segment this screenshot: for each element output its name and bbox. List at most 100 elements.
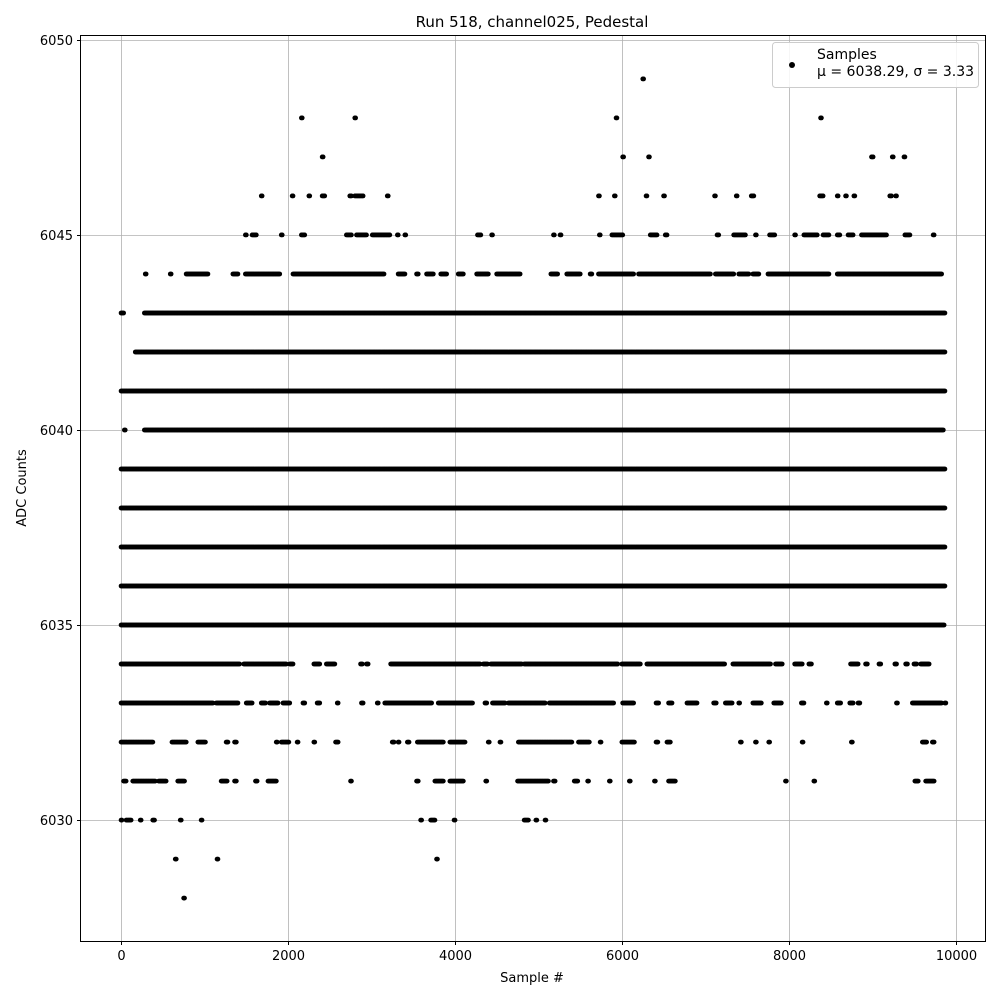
data-point xyxy=(569,739,575,745)
data-point xyxy=(215,856,221,862)
data-point xyxy=(360,700,366,706)
data-point xyxy=(429,700,434,706)
data-point xyxy=(669,700,675,706)
data-point xyxy=(484,778,490,784)
data-point xyxy=(672,778,678,784)
data-point xyxy=(895,700,900,706)
data-point xyxy=(575,778,581,784)
data-point xyxy=(655,739,661,745)
data-point xyxy=(552,778,558,784)
data-point xyxy=(460,778,466,784)
data-point xyxy=(486,739,492,745)
data-point xyxy=(295,739,301,745)
data-point xyxy=(768,661,773,667)
data-point xyxy=(203,739,208,745)
data-point xyxy=(812,778,818,784)
data-point xyxy=(850,700,856,706)
data-point xyxy=(586,739,592,745)
data-point xyxy=(123,778,129,784)
data-point xyxy=(332,661,338,667)
data-point xyxy=(546,778,551,784)
data-point xyxy=(349,778,354,784)
data-point xyxy=(484,700,490,706)
data-point xyxy=(249,700,255,706)
data-point xyxy=(943,700,949,706)
data-point xyxy=(290,661,296,667)
data-point xyxy=(849,739,855,745)
data-point xyxy=(173,856,179,862)
data-point xyxy=(317,661,323,667)
data-point xyxy=(150,739,156,745)
data-point xyxy=(586,778,591,784)
data-point xyxy=(779,661,785,667)
chart-title: Run 518, channel025, Pedestal xyxy=(416,13,649,31)
data-point xyxy=(235,700,241,706)
data-point xyxy=(611,700,616,706)
data-point xyxy=(470,700,475,706)
data-point xyxy=(498,739,504,745)
data-point xyxy=(286,739,292,745)
data-point xyxy=(931,739,937,745)
data-point xyxy=(598,739,604,745)
data-point xyxy=(801,700,807,706)
data-point xyxy=(317,700,323,706)
data-point xyxy=(225,739,231,745)
data-point xyxy=(615,661,621,667)
data-point xyxy=(359,661,365,667)
data-point xyxy=(729,700,735,706)
data-point xyxy=(722,661,727,667)
data-point xyxy=(224,778,230,784)
data-point xyxy=(857,700,863,706)
data-point xyxy=(335,700,341,706)
data-point xyxy=(432,817,438,823)
data-point xyxy=(462,739,468,745)
data-point xyxy=(878,661,884,667)
data-point xyxy=(375,700,381,706)
data-point xyxy=(627,778,633,784)
data-point xyxy=(942,544,948,550)
data-point xyxy=(926,661,932,667)
data-point xyxy=(778,700,784,706)
data-point xyxy=(406,739,412,745)
data-point xyxy=(809,661,814,667)
data-point xyxy=(737,700,742,706)
data-point xyxy=(440,778,446,784)
data-point xyxy=(632,739,637,745)
scatter-points xyxy=(118,76,949,901)
data-point xyxy=(694,700,700,706)
data-point xyxy=(138,817,144,823)
data-point xyxy=(178,817,184,823)
data-point xyxy=(312,739,318,745)
data-point xyxy=(263,700,268,706)
data-point xyxy=(543,817,549,823)
data-point xyxy=(128,817,134,823)
data-point xyxy=(435,856,440,862)
data-point xyxy=(152,817,157,823)
data-point xyxy=(783,778,789,784)
data-point xyxy=(713,700,719,706)
data-point xyxy=(631,700,636,706)
data-point xyxy=(335,739,341,745)
data-point xyxy=(905,661,910,667)
data-point xyxy=(534,817,540,823)
data-point xyxy=(182,895,187,901)
data-point xyxy=(931,778,937,784)
data-point xyxy=(799,661,805,667)
data-point xyxy=(607,778,613,784)
data-point xyxy=(199,817,205,823)
data-point xyxy=(163,778,169,784)
data-point xyxy=(800,739,806,745)
data-point xyxy=(542,700,548,706)
data-point xyxy=(152,778,158,784)
data-point xyxy=(182,778,187,784)
data-point xyxy=(942,583,948,589)
data-point xyxy=(210,700,216,706)
data-point xyxy=(440,739,446,745)
data-point xyxy=(526,817,531,823)
data-point xyxy=(183,739,189,745)
data-point xyxy=(273,778,279,784)
data-point xyxy=(274,739,280,745)
data-point xyxy=(864,661,870,667)
data-point xyxy=(753,739,759,745)
data-point xyxy=(656,700,661,706)
